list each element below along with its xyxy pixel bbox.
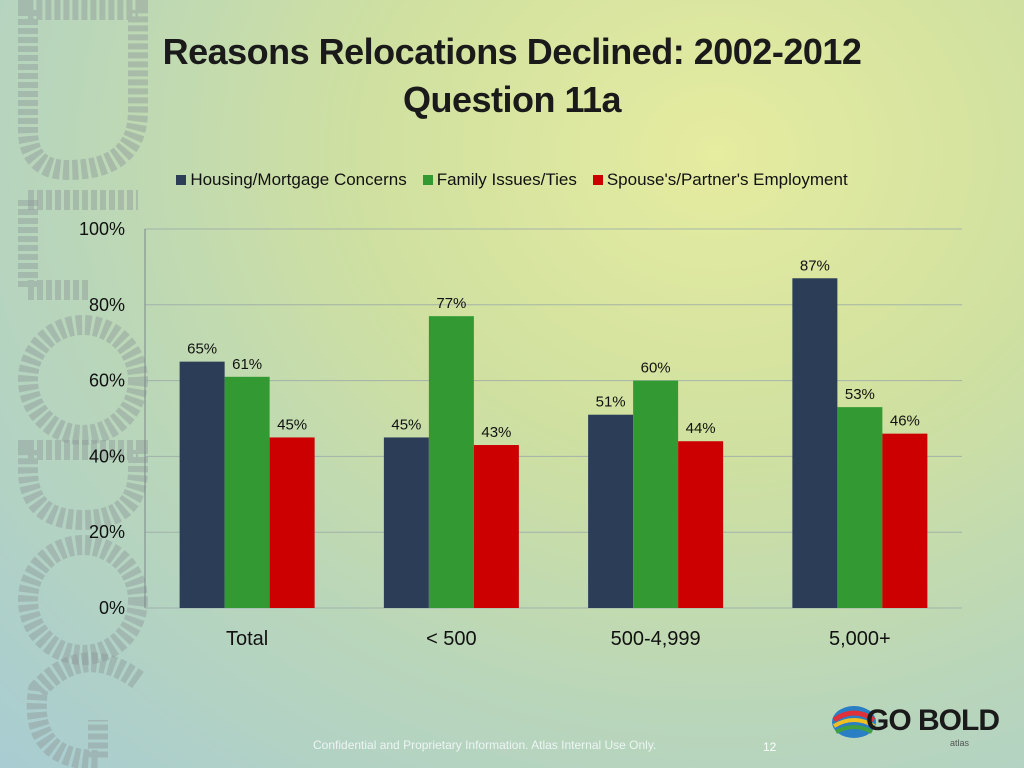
y-tick-label: 60%: [89, 371, 125, 391]
bar: [633, 380, 679, 608]
go-bold-logo: GO BOLD atlas: [830, 696, 1000, 752]
legend-item-family: Family Issues/Ties: [422, 170, 577, 190]
title-line-1: Reasons Relocations Declined: 2002-2012: [162, 31, 862, 72]
data-label: 44%: [686, 420, 716, 437]
bar: [588, 414, 634, 608]
chart-legend: Housing/Mortgage Concerns Family Issues/…: [0, 170, 1024, 190]
bar: [269, 437, 315, 608]
logo-text: GO BOLD: [866, 704, 1000, 737]
logo-globe-icon: [832, 706, 876, 738]
legend-item-housing: Housing/Mortgage Concerns: [176, 170, 407, 190]
y-tick-label: 100%: [79, 219, 125, 239]
legend-swatch-spouse: [592, 175, 603, 185]
legend-swatch-housing: [176, 175, 187, 185]
bar: [882, 433, 928, 608]
data-label: 46%: [890, 413, 920, 430]
legend-label-housing: Housing/Mortgage Concerns: [190, 170, 407, 189]
bar: [224, 376, 270, 608]
x-tick-label: < 500: [426, 628, 477, 650]
data-label: 53%: [845, 386, 875, 403]
data-label: 45%: [391, 416, 421, 433]
data-label: 65%: [187, 341, 217, 358]
slide-title: Reasons Relocations Declined: 2002-2012 …: [0, 28, 1024, 124]
title-line-2: Question 11a: [402, 79, 622, 120]
bar: [678, 441, 724, 608]
logo-sub: atlas: [950, 738, 970, 748]
data-label: 77%: [436, 295, 466, 312]
data-label: 51%: [596, 394, 626, 411]
legend-label-family: Family Issues/Ties: [436, 170, 577, 189]
page-number: 12: [763, 740, 777, 754]
legend-swatch-family: [422, 175, 433, 185]
y-tick-label: 80%: [89, 295, 125, 315]
data-label: 43%: [481, 424, 511, 441]
bar: [473, 445, 519, 608]
bar: [428, 316, 474, 608]
data-label: 87%: [800, 257, 830, 274]
y-tick-label: 40%: [89, 446, 125, 466]
y-tick-label: 20%: [89, 522, 125, 542]
legend-item-spouse: Spouse's/Partner's Employment: [592, 170, 848, 190]
data-label: 45%: [277, 416, 307, 433]
bar: [383, 437, 429, 608]
data-label: 61%: [232, 356, 262, 373]
x-tick-label: 500-4,999: [611, 628, 701, 650]
bar: [792, 278, 838, 608]
y-tick-label: 0%: [99, 598, 125, 618]
data-label: 60%: [641, 360, 671, 377]
legend-label-spouse: Spouse's/Partner's Employment: [606, 170, 848, 189]
x-tick-label: Total: [226, 628, 268, 650]
x-tick-label: 5,000+: [829, 628, 891, 650]
confidential-footer: Confidential and Proprietary Information…: [313, 738, 657, 752]
bar: [837, 407, 883, 608]
bar: [179, 361, 225, 608]
